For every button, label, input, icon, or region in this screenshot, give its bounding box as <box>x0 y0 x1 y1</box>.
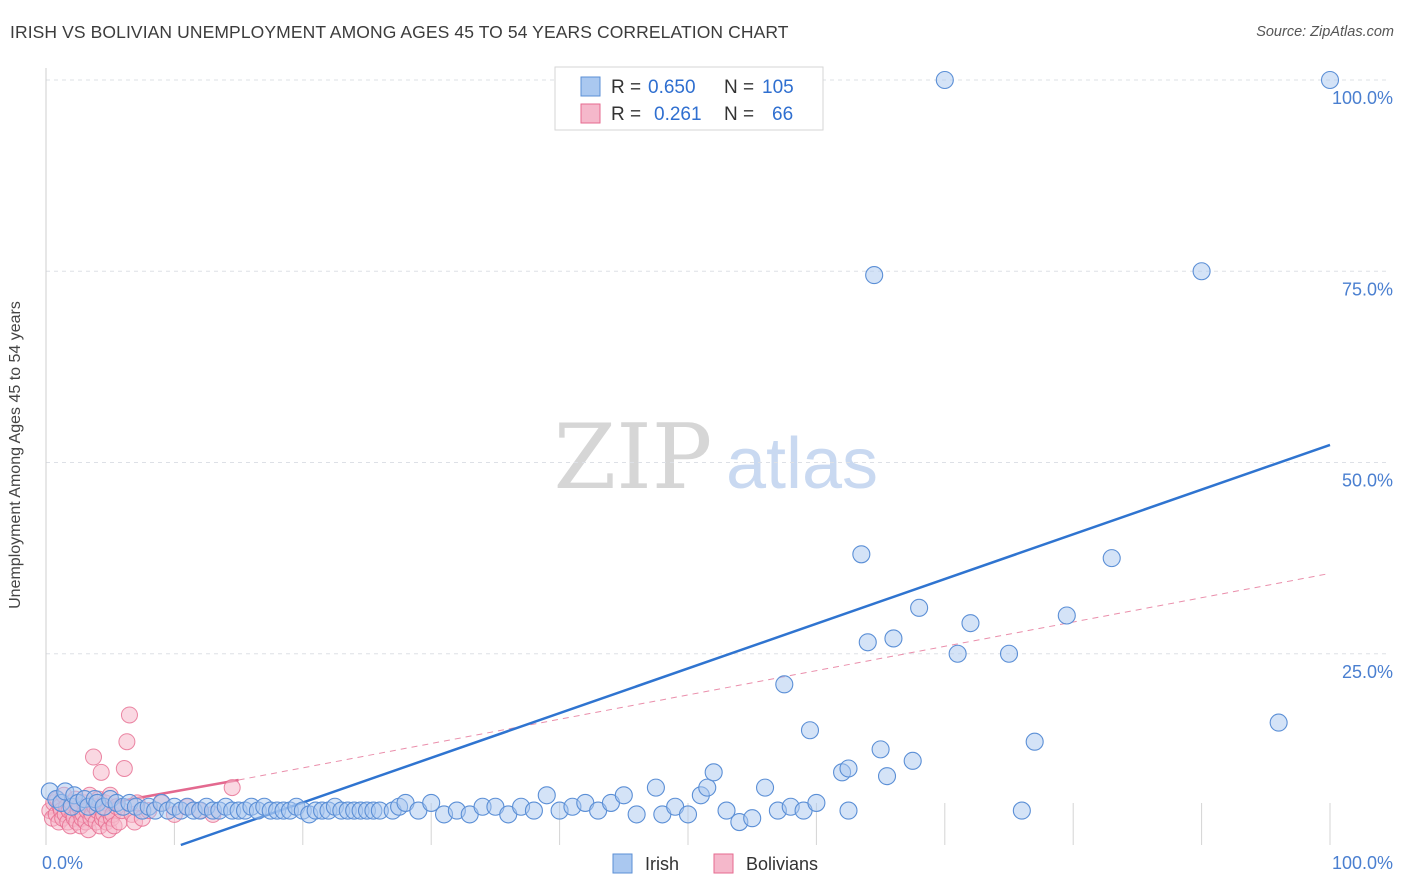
bolivians-point <box>223 779 241 797</box>
y-tick-label: 100.0% <box>1332 88 1393 108</box>
y-axis-label: Unemployment Among Ages 45 to 54 years <box>7 301 24 609</box>
stats-swatch-irish <box>580 76 601 97</box>
bolivians-point <box>85 748 103 766</box>
bolivians-point <box>120 706 138 724</box>
legend-label-bolivians: Bolivians <box>746 854 818 874</box>
stats-swatch-bolivians <box>580 103 601 124</box>
stats-bolivians-n-value: 66 <box>772 104 793 125</box>
legend-swatch-irish <box>612 853 633 874</box>
watermark: ZIP atlas <box>554 405 878 510</box>
irish-point <box>678 805 698 824</box>
legend-label-irish: Irish <box>645 854 679 874</box>
y-tick-label: 50.0% <box>1342 471 1393 491</box>
irish-point <box>704 763 723 782</box>
irish-point <box>935 70 954 90</box>
y-tick-labels: 100.0% 75.0% 50.0% 25.0% <box>1332 88 1393 682</box>
series-legend: Irish Bolivians <box>612 853 818 874</box>
irish-trend-line <box>180 443 1331 847</box>
stats-bolivians-r-label: R = <box>611 104 641 125</box>
irish-point <box>800 721 820 740</box>
stats-irish-n-label: N = <box>724 77 754 98</box>
irish-point <box>1192 262 1211 281</box>
irish-point <box>1025 732 1044 751</box>
irish-point <box>627 805 646 824</box>
irish-point <box>422 793 441 812</box>
bolivians-point <box>115 760 133 777</box>
irish-point <box>884 629 903 648</box>
bolivians-point <box>118 733 136 751</box>
irish-point <box>852 545 871 564</box>
irish-point <box>910 598 929 617</box>
x-tick-labels: 0.0% 100.0% <box>42 853 1393 873</box>
irish-point <box>698 778 717 797</box>
stats-bolivians-n-label: N = <box>724 104 754 125</box>
stats-irish-r-value: 0.650 <box>648 77 696 98</box>
irish-point <box>775 675 794 694</box>
irish-point <box>865 266 884 285</box>
bolivians-point <box>92 763 110 781</box>
x-tick-label: 100.0% <box>1332 853 1393 873</box>
irish-point <box>537 786 556 805</box>
irish-point <box>1269 713 1288 732</box>
irish-point <box>877 767 897 786</box>
chart-title: IRISH VS BOLIVIAN UNEMPLOYMENT AMONG AGE… <box>10 22 789 42</box>
stats-irish-r-label: R = <box>611 77 641 98</box>
x-tick-label: 0.0% <box>42 853 83 873</box>
watermark-atlas: atlas <box>726 424 878 504</box>
irish-point <box>961 614 980 633</box>
irish-point <box>743 809 762 828</box>
irish-point <box>871 740 890 759</box>
irish-point <box>646 778 665 797</box>
irish-point <box>717 801 736 820</box>
y-tick-label: 75.0% <box>1342 279 1393 299</box>
irish-point <box>807 793 826 812</box>
irish-point <box>1057 606 1076 625</box>
grid-lines <box>46 79 1390 655</box>
irish-point <box>839 759 858 778</box>
watermark-zip: ZIP <box>554 405 713 510</box>
irish-point <box>948 644 967 663</box>
irish-point <box>614 786 633 805</box>
stats-irish-n-value: 105 <box>762 77 794 98</box>
irish-point <box>858 633 877 652</box>
stats-bolivians-r-value: 0.261 <box>654 104 702 125</box>
legend-swatch-bolivians <box>713 853 734 874</box>
irish-point <box>1320 70 1340 90</box>
irish-points <box>40 70 1340 832</box>
source-credit: Source: ZipAtlas.com <box>1256 24 1394 40</box>
irish-point <box>755 778 775 797</box>
irish-point <box>1102 549 1121 568</box>
irish-point <box>1012 801 1031 820</box>
stats-legend: R = 0.650 N = 105 R = 0.261 N = 66 <box>554 66 824 131</box>
irish-point <box>999 644 1019 663</box>
irish-point <box>524 801 543 820</box>
irish-point <box>839 801 858 820</box>
y-tick-label: 25.0% <box>1342 662 1393 682</box>
irish-point <box>903 751 922 770</box>
